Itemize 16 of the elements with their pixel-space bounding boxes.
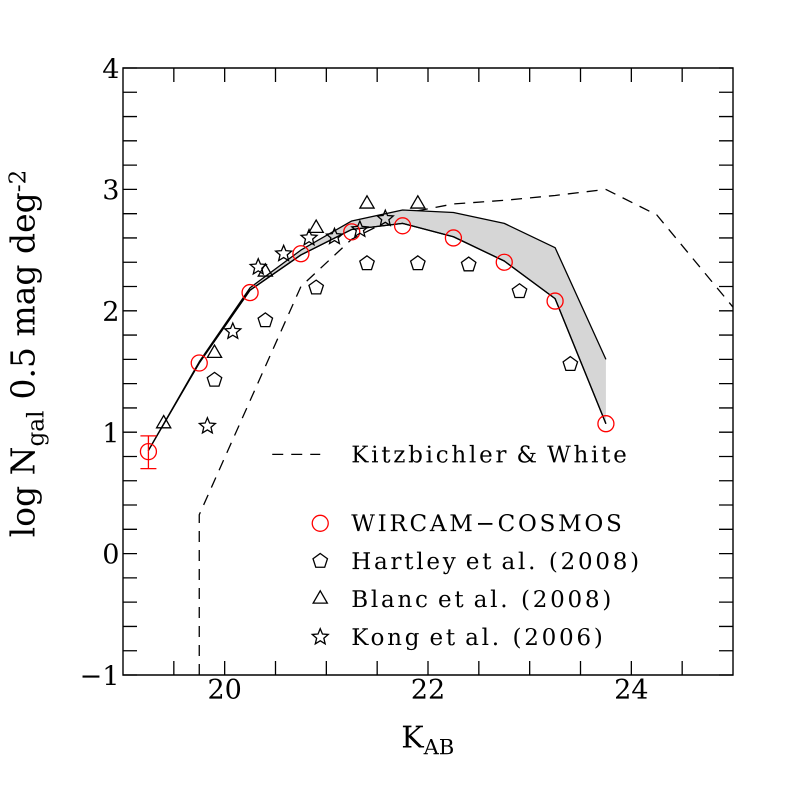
legend-label: WIRCAM−COSMOS xyxy=(351,514,620,532)
legend-label: Blanc et al. (2008) xyxy=(352,590,610,611)
y-axis-title: log N$_{gal}$ 0.5 mag deg$^{-2}$ xyxy=(8,172,49,536)
legend-label: Kong et al. (2006) xyxy=(352,628,601,650)
y-tick-label: 0 xyxy=(104,543,118,564)
x-axis-title: K$_{AB}$ xyxy=(402,726,453,754)
x-tick-label: 24 xyxy=(616,678,648,699)
legend-label: Kitzbichler & White xyxy=(352,444,626,463)
y-tick-label: −1 xyxy=(82,664,116,686)
y-tick-label: 4 xyxy=(103,58,118,78)
x-tick-label: 20 xyxy=(209,678,240,699)
y-tick-label: 1 xyxy=(106,422,116,442)
x-tick-label: 22 xyxy=(412,678,443,699)
y-tick-label: 3 xyxy=(104,179,118,200)
legend-label: Hartley et al. (2008) xyxy=(352,552,638,574)
y-tick-label: 2 xyxy=(104,300,117,321)
